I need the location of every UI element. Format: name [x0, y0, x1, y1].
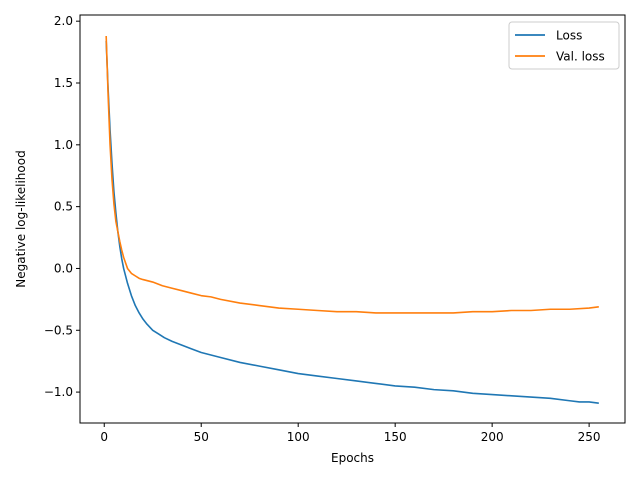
- y-tick-label: 0.5: [54, 200, 73, 214]
- plot-frame: [79, 14, 626, 424]
- series-line-loss: [105, 40, 599, 405]
- legend: Loss Val. loss: [508, 21, 620, 70]
- legend-label-val-loss: Val. loss: [556, 50, 605, 64]
- y-tick-label: 1.0: [54, 138, 73, 152]
- x-axis-label: Epochs: [331, 451, 374, 465]
- y-axis-label: Negative log-likelihood: [14, 150, 28, 287]
- series-layer: [105, 35, 599, 405]
- x-tick-label: 50: [194, 430, 209, 444]
- x-tick-label: 150: [384, 430, 407, 444]
- y-tick-label: −0.5: [44, 323, 73, 337]
- x-tick-label: 200: [481, 430, 504, 444]
- ticks-layer: 0 50 100 150 200 250 −1.0 −0.5 0.0 0.5 1.0 1.5 2.0: [44, 14, 601, 444]
- y-tick-label: 0.0: [54, 261, 73, 275]
- x-tick-label: 100: [287, 430, 310, 444]
- x-tick-label: 0: [100, 430, 108, 444]
- y-tick-label: 1.5: [54, 76, 73, 90]
- legend-box: [508, 21, 620, 70]
- series-line-val-loss: [105, 35, 599, 314]
- x-tick-label: 250: [578, 430, 601, 444]
- y-tick-label: 2.0: [54, 14, 73, 28]
- y-tick-label: −1.0: [44, 385, 73, 399]
- legend-label-loss: Loss: [556, 29, 582, 43]
